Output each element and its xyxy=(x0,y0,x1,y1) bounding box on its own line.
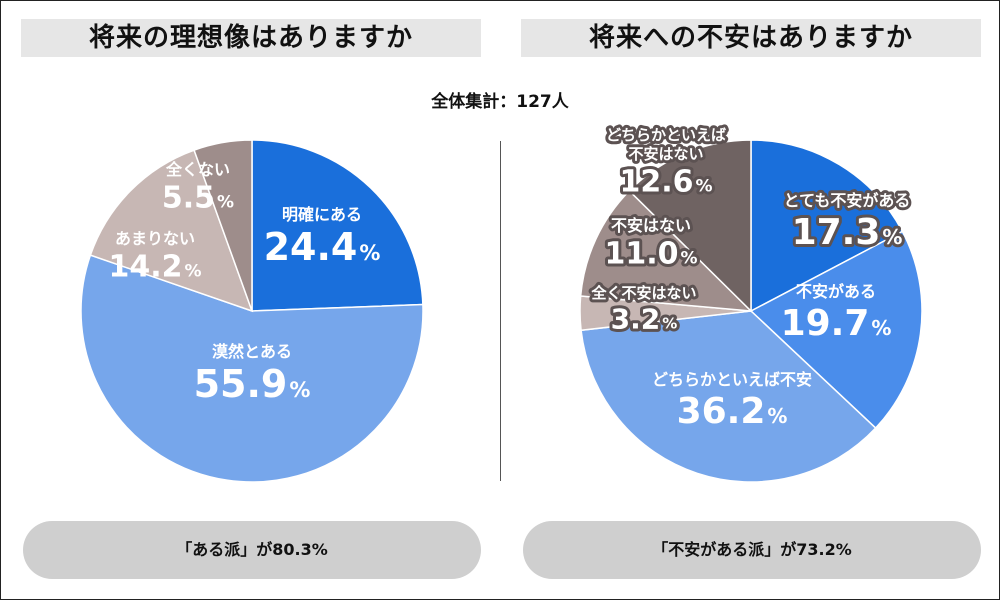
total-respondents: 全体集計：127人 xyxy=(431,92,569,112)
pie-slice-2-5 xyxy=(579,189,754,312)
pie-slice-1-1 xyxy=(251,139,424,312)
slice-unit-2-6: % xyxy=(695,177,712,197)
slice-label-2-6-line1: どちらかといえば xyxy=(606,126,726,144)
slice-unit-2-5: % xyxy=(680,249,697,269)
slice-unit-2-1: % xyxy=(882,225,902,249)
slice-unit-2-4: % xyxy=(662,315,677,333)
slice-label-1-4: 全くない xyxy=(165,160,230,179)
slice-label-2-4: 全く不安はない xyxy=(590,284,696,302)
pie-slice-2-6 xyxy=(628,139,752,313)
slice-label-1-3: あまりない xyxy=(115,229,195,248)
slice-label-2-1-outline: とても不安がある xyxy=(784,191,911,210)
slice-label-2-6-line2: 不安はない xyxy=(628,145,703,163)
chart2-summary-pill: 「不安がある派」が73.2% xyxy=(523,521,981,579)
chart2-title-bar: 将来への不安はありますか xyxy=(521,19,981,57)
slice-unit-1-1: % xyxy=(359,241,380,265)
slice-unit-1-4: % xyxy=(217,193,234,213)
slice-label-2-6-line1-outline: どちらかといえば xyxy=(606,126,726,144)
slice-unit-2-2: % xyxy=(871,316,891,340)
pie-slice-1-4 xyxy=(193,139,253,312)
slice-unit-2-6: % xyxy=(695,177,712,197)
slice-label-1-2: 漠然とある xyxy=(212,342,292,361)
pie-slice-1-2 xyxy=(80,254,424,483)
slice-unit-2-5: % xyxy=(680,249,697,269)
chart2-title: 将来への不安はありますか xyxy=(588,23,913,53)
chart1-summary-pill: 「ある派」が80.3% xyxy=(23,521,481,579)
slice-label-2-1: とても不安がある xyxy=(784,191,911,210)
slice-label-2-3: どちらかといえば不安 xyxy=(652,370,812,389)
chart1-title: 将来の理想像はありますか xyxy=(88,23,413,53)
pie-slice-1-3 xyxy=(89,149,254,313)
slice-label-2-2: 不安がある xyxy=(796,282,876,301)
slice-unit-2-1: % xyxy=(882,225,902,249)
chart1-summary: 「ある派」が80.3% xyxy=(176,540,328,559)
center-divider xyxy=(500,141,501,481)
slice-label-1-1: 明確にある xyxy=(282,205,362,224)
slice-label-2-4-outline: 全く不安はない xyxy=(590,284,696,302)
slice-label-2-5-outline: 不安はない xyxy=(611,216,691,235)
slice-unit-1-2: % xyxy=(289,378,310,402)
slice-unit-2-4: % xyxy=(662,315,677,333)
pie-slice-2-1 xyxy=(750,139,904,313)
pie-slice-2-2 xyxy=(749,230,923,430)
slice-unit-2-3: % xyxy=(767,404,787,428)
slice-unit-1-3: % xyxy=(184,262,201,282)
slice-label-2-5: 不安はない xyxy=(611,216,691,235)
slice-label-2-6-line2-outline: 不安はない xyxy=(628,145,703,163)
pie-slice-2-3 xyxy=(580,310,877,483)
chart2-summary: 「不安がある派」が73.2% xyxy=(652,540,852,559)
chart1-title-bar: 将来の理想像はありますか xyxy=(21,19,481,57)
